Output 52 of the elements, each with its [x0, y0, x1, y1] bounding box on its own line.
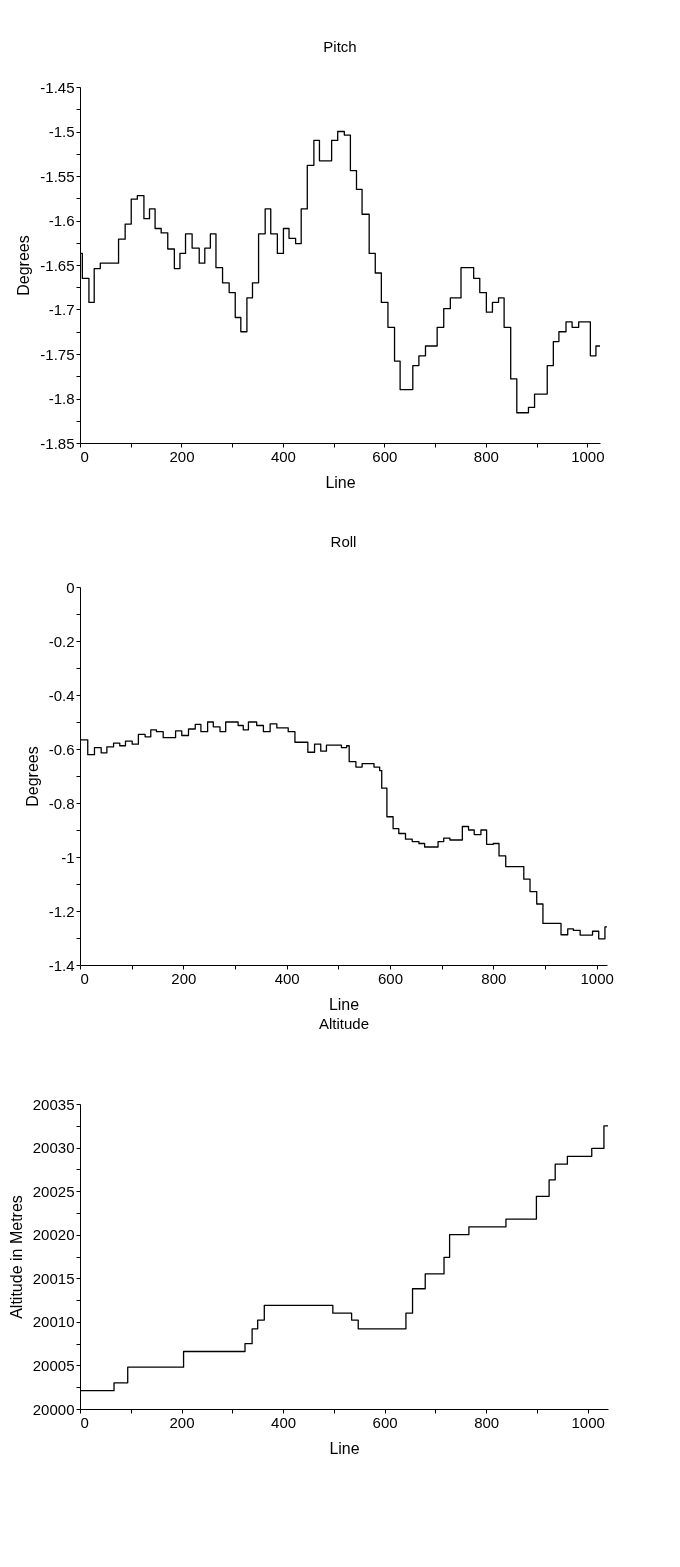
y-axis-title: Degrees [23, 746, 41, 807]
y-tick-label: -1.2 [48, 902, 75, 920]
chart-title: Altitude [318, 1015, 370, 1032]
chart-title: Roll [330, 533, 357, 550]
x-tick-label: 200 [169, 1413, 195, 1431]
y-tick-label: -1.55 [40, 167, 75, 185]
y-tick-label: -1.75 [40, 345, 75, 363]
y-tick-label: 20015 [32, 1269, 75, 1287]
y-tick-label: -1.6 [48, 212, 75, 229]
x-tick-label: 600 [372, 1413, 398, 1431]
y-tick-label: -0.4 [48, 686, 75, 704]
x-tick-label: 800 [474, 1413, 500, 1431]
y-tick-label: 20005 [32, 1356, 75, 1374]
y-tick-label: -1.4 [48, 956, 75, 974]
x-tick-label: 400 [271, 1413, 297, 1431]
y-tick-label: 0 [66, 578, 75, 596]
x-axis-title: Line [328, 995, 360, 1013]
x-tick-label: 1000 [580, 969, 614, 987]
y-tick-label: -1.65 [40, 256, 75, 274]
y-tick-label: -1.85 [40, 434, 75, 452]
x-tick-label: 1000 [571, 447, 605, 465]
x-tick-label: 400 [274, 969, 300, 987]
y-axis-title: Altitude in Metres [7, 1195, 25, 1319]
y-axis-title: Degrees [15, 235, 33, 296]
y-tick-label: 20025 [32, 1182, 75, 1200]
y-tick-label: -0.8 [48, 794, 75, 812]
x-tick-label: 1000 [571, 1413, 605, 1431]
y-tick-label: 20010 [32, 1313, 75, 1331]
y-tick-label: -1.45 [40, 78, 75, 96]
x-tick-label: 800 [473, 447, 499, 465]
y-tick-label: -1.5 [48, 123, 75, 140]
y-tick-label: -1.8 [48, 390, 75, 407]
x-tick-label: 200 [171, 969, 197, 987]
y-tick-label: -0.2 [48, 632, 75, 650]
y-tick-label: -0.6 [48, 740, 75, 758]
x-tick-label: 600 [377, 969, 404, 987]
x-tick-label: 400 [270, 447, 296, 465]
x-tick-label: 200 [169, 447, 195, 465]
y-tick-label: -1.7 [48, 301, 75, 318]
x-axis-title: Line [325, 473, 356, 491]
y-tick-label: 20000 [32, 1400, 75, 1418]
y-tick-label: 20035 [32, 1095, 75, 1113]
x-tick-label: 600 [372, 447, 398, 465]
x-tick-label: 0 [80, 969, 89, 987]
x-tick-label: 0 [80, 447, 89, 465]
y-tick-label: 20020 [32, 1226, 75, 1244]
x-tick-label: 800 [481, 969, 507, 987]
y-tick-label: -1 [61, 848, 75, 866]
x-axis-title: Line [329, 1439, 360, 1457]
y-tick-label: 20030 [32, 1139, 75, 1157]
chart-title: Pitch [323, 38, 357, 55]
x-tick-label: 0 [80, 1413, 89, 1431]
